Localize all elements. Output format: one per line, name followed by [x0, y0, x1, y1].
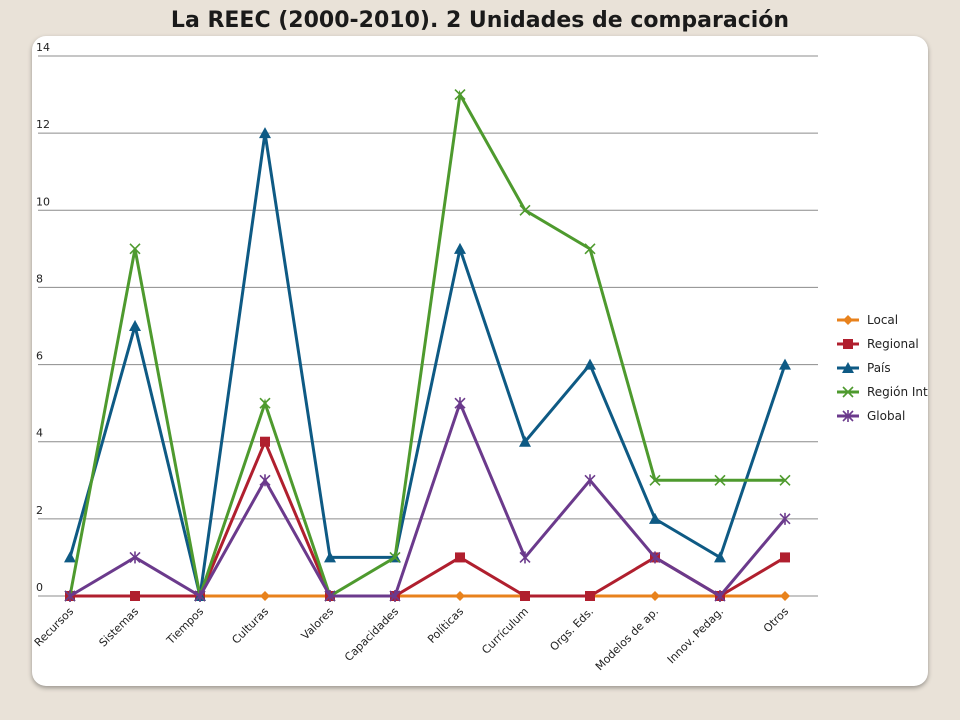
x-tick-label: Capacidades — [342, 605, 401, 664]
series-line-pais — [68, 132, 787, 597]
y-tick-label: 6 — [36, 350, 43, 363]
x-tick-label: Modelos de ap. — [593, 605, 661, 673]
data-point-local — [650, 591, 660, 601]
data-point-global — [714, 590, 726, 602]
data-point-regional — [455, 552, 465, 563]
data-point-local — [780, 591, 790, 601]
y-tick-label: 10 — [36, 195, 50, 208]
data-point-global — [64, 590, 76, 602]
data-point-pais — [519, 435, 531, 447]
legend-label: Región Int. — [867, 385, 928, 399]
x-tick-label: Sistemas — [97, 605, 142, 650]
data-point-pais — [714, 551, 726, 563]
data-point-global — [519, 551, 531, 564]
legend-marker — [843, 339, 853, 349]
data-point-region-int — [779, 474, 791, 486]
data-point-global — [259, 474, 271, 487]
legend-marker — [842, 386, 854, 398]
x-tick-label: Orgs. Eds. — [547, 605, 596, 654]
data-point-local — [260, 591, 270, 601]
y-tick-label: 2 — [36, 504, 43, 517]
legend-label: País — [867, 361, 891, 375]
y-tick-label: 12 — [36, 118, 50, 131]
x-tick-label: Recursos — [32, 605, 76, 649]
x-tick-label: Tiempos — [163, 605, 206, 648]
data-point-global — [454, 397, 466, 410]
legend-item-regional: Regional — [837, 337, 919, 351]
data-point-regional — [130, 591, 140, 601]
data-point-local — [455, 591, 465, 601]
x-tick-label: Culturas — [229, 605, 271, 647]
data-point-region-int — [584, 243, 596, 255]
data-point-pais — [324, 551, 336, 563]
legend-marker — [842, 362, 854, 373]
x-tick-label: Políticas — [425, 605, 466, 646]
y-tick-label: 0 — [36, 581, 43, 594]
y-tick-label: 14 — [36, 41, 50, 54]
legend-marker — [842, 410, 854, 422]
data-point-pais — [584, 358, 596, 370]
data-point-global — [584, 474, 596, 487]
legend-item-local: Local — [837, 313, 898, 327]
chart-panel: 0 2 4 6 8 10 12 14 Recursos Sistemas Tiempos Cultur… — [32, 36, 928, 686]
series-line-region-int — [68, 89, 785, 602]
data-point-region-int — [519, 204, 531, 216]
data-point-pais — [129, 320, 141, 331]
data-point-global — [194, 590, 206, 602]
legend-item-region-int: Región Int. — [837, 385, 928, 399]
data-point-regional — [780, 552, 790, 563]
data-point-pais — [64, 551, 76, 563]
y-tick-label: 4 — [36, 427, 43, 440]
legend-label: Local — [867, 313, 898, 327]
data-point-global — [129, 551, 141, 564]
data-point-regional — [520, 591, 530, 601]
data-point-global — [649, 551, 661, 564]
legend-label: Global — [867, 409, 905, 423]
data-point-pais — [649, 512, 661, 524]
y-tick-label: 8 — [36, 272, 43, 285]
legend-marker — [843, 315, 853, 325]
data-point-pais — [454, 242, 466, 254]
x-tick-label: Valores — [299, 605, 337, 643]
x-tick-label: Otros — [761, 605, 791, 635]
line-chart: 0 2 4 6 8 10 12 14 Recursos Sistemas Tiempos Cultur… — [32, 41, 928, 673]
legend-item-global: Global — [837, 409, 905, 423]
data-point-region-int — [389, 551, 401, 563]
series-line-global — [69, 398, 787, 599]
data-point-global — [779, 512, 791, 525]
data-point-region-int — [714, 474, 726, 486]
data-point-region-int — [454, 89, 466, 101]
data-point-regional — [260, 436, 270, 447]
data-point-region-int — [649, 474, 661, 486]
data-point-region-int — [129, 243, 141, 255]
legend-item-pais: País — [837, 361, 891, 375]
data-point-global — [389, 590, 401, 602]
data-point-region-int — [259, 397, 271, 409]
chart-title: La REEC (2000-2010). 2 Unidades de compa… — [170, 8, 790, 33]
data-point-global — [324, 590, 336, 602]
data-point-regional — [585, 591, 595, 601]
data-point-pais — [259, 127, 271, 139]
x-tick-label: Innov. Pedag. — [665, 605, 726, 666]
x-tick-label: Currículum — [479, 605, 531, 657]
data-point-pais — [779, 358, 791, 370]
legend-label: Regional — [867, 337, 919, 351]
